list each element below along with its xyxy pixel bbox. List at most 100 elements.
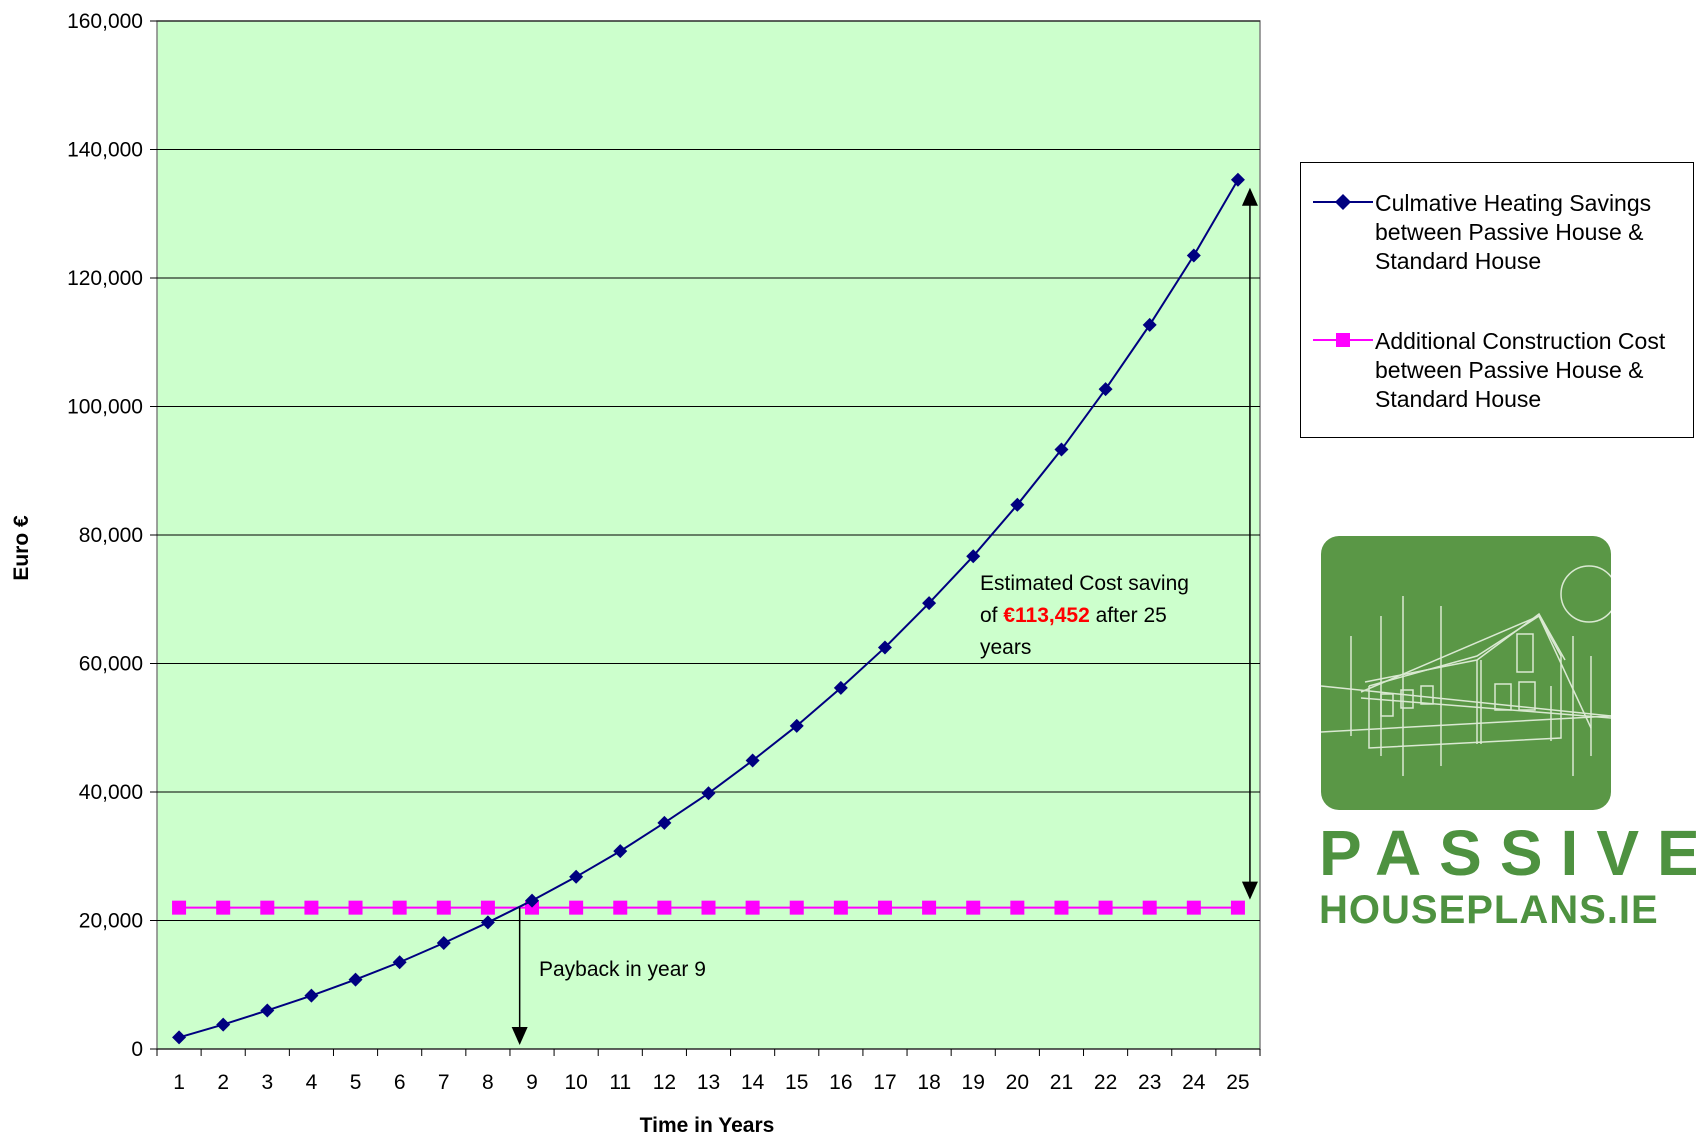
logo-house-tile	[1321, 536, 1611, 810]
legend-swatch-heating-savings	[1313, 189, 1373, 215]
data-point	[392, 900, 407, 915]
gridlines	[157, 20, 1260, 921]
legend-label-heating-savings: Culmative Heating Savings between Passiv…	[1375, 190, 1652, 274]
x-tick-label: 8	[482, 1071, 494, 1094]
x-tick-label: 15	[785, 1071, 808, 1094]
x-tick-label: 18	[917, 1071, 940, 1094]
data-point	[877, 900, 892, 915]
data-point	[1010, 900, 1025, 915]
x-tick-label: 7	[438, 1071, 450, 1094]
x-tick-label: 4	[306, 1071, 318, 1094]
x-tick-label: 21	[1050, 1071, 1073, 1094]
x-tick-label: 9	[526, 1071, 538, 1094]
x-tick-label: 11	[609, 1071, 631, 1094]
data-point	[922, 900, 937, 915]
data-point	[304, 900, 319, 915]
data-point	[1098, 900, 1113, 915]
y-tick-label: 60,000	[79, 653, 143, 676]
x-tick-label: 5	[350, 1071, 362, 1094]
data-point	[1142, 317, 1157, 332]
data-point	[1186, 248, 1201, 263]
x-tick-label: 24	[1182, 1071, 1206, 1094]
data-point	[877, 640, 892, 655]
data-point	[657, 900, 672, 915]
y-tick-label: 100,000	[67, 396, 143, 419]
data-point	[613, 844, 628, 859]
data-point	[922, 596, 937, 611]
legend-item-construction-cost: Additional Construction Cost between Pas…	[1313, 327, 1693, 414]
data-point	[833, 680, 848, 695]
data-point	[525, 900, 540, 915]
saving-line-2-suffix: after 25	[1090, 604, 1167, 627]
data-point	[833, 900, 848, 915]
data-point	[613, 900, 628, 915]
logo-word-houseplans: HOUSEPLANS.IE	[1319, 888, 1659, 932]
x-tick-label: 10	[564, 1071, 587, 1094]
legend-label-construction-cost: Additional Construction Cost between Pas…	[1375, 328, 1666, 412]
data-point	[1098, 382, 1113, 397]
series-layer	[172, 172, 1245, 1045]
data-point	[569, 900, 584, 915]
data-point	[525, 893, 540, 908]
data-point	[216, 1017, 231, 1032]
data-point	[436, 900, 451, 915]
x-tick-label: 3	[261, 1071, 273, 1094]
x-tick-label: 6	[394, 1071, 406, 1094]
data-point	[789, 718, 804, 733]
data-point	[260, 900, 275, 915]
x-tick-label: 25	[1226, 1071, 1249, 1094]
data-point	[745, 900, 760, 915]
x-tick-label: 2	[217, 1071, 229, 1094]
payback-arrow-head	[511, 1027, 528, 1045]
x-tick-label: 13	[697, 1071, 720, 1094]
data-point	[480, 915, 495, 930]
x-tick-label: 23	[1138, 1071, 1161, 1094]
data-point	[1054, 442, 1069, 457]
data-point	[1230, 900, 1245, 915]
y-axis-title: Euro €	[10, 515, 33, 581]
saving-value: €113,452	[1003, 604, 1089, 627]
data-point	[172, 900, 187, 915]
x-tick-label: 19	[962, 1071, 985, 1094]
data-point	[1142, 900, 1157, 915]
data-point	[436, 935, 451, 950]
data-point	[480, 900, 495, 915]
x-tick-label: 22	[1094, 1071, 1117, 1094]
x-tick-label: 17	[873, 1071, 896, 1094]
data-point	[348, 972, 363, 987]
data-point	[1186, 900, 1201, 915]
passive-houseplans-logo: PASSIVE HOUSEPLANS.IE	[1319, 536, 1696, 932]
x-tick-label: 1	[173, 1071, 185, 1094]
data-point	[260, 1003, 275, 1018]
y-tick-label: 20,000	[79, 910, 143, 933]
y-tick-label: 120,000	[67, 267, 143, 290]
data-point	[1054, 900, 1069, 915]
y-tick-label: 80,000	[79, 524, 143, 547]
data-point	[1230, 172, 1245, 187]
x-axis-title: Time in Years	[640, 1114, 775, 1137]
data-point	[701, 900, 716, 915]
x-tick-label: 20	[1006, 1071, 1029, 1094]
data-point	[348, 900, 363, 915]
data-point	[1010, 497, 1025, 512]
payback-annotation: Payback in year 9	[539, 958, 706, 981]
y-axis-ticks: 0 20,000 40,000 60,000 80,000 100,000 120,000 1…	[67, 10, 157, 1061]
x-tick-label: 12	[653, 1071, 676, 1094]
data-point	[392, 955, 407, 970]
saving-line-3: years	[980, 636, 1031, 659]
x-tick-label: 14	[741, 1071, 765, 1094]
data-point	[172, 1030, 187, 1045]
data-point	[789, 900, 804, 915]
saving-arrow-head-up	[1241, 187, 1258, 206]
saving-line-2-prefix: of	[980, 604, 1003, 627]
y-tick-label: 0	[131, 1038, 143, 1061]
x-axis-ticks: 1 2 3 4 5 6 7 8 9 10 11 12 13 14 15 16 17 18 19 20 21 22 23 24 2…	[156, 1048, 1261, 1094]
logo-word-passive: PASSIVE	[1319, 817, 1696, 889]
data-point	[216, 900, 231, 915]
legend-swatch-construction-cost	[1313, 327, 1373, 353]
data-point	[966, 549, 981, 564]
data-point	[966, 900, 981, 915]
saving-line-1: Estimated Cost saving	[980, 572, 1189, 595]
x-tick-label: 16	[829, 1071, 852, 1094]
